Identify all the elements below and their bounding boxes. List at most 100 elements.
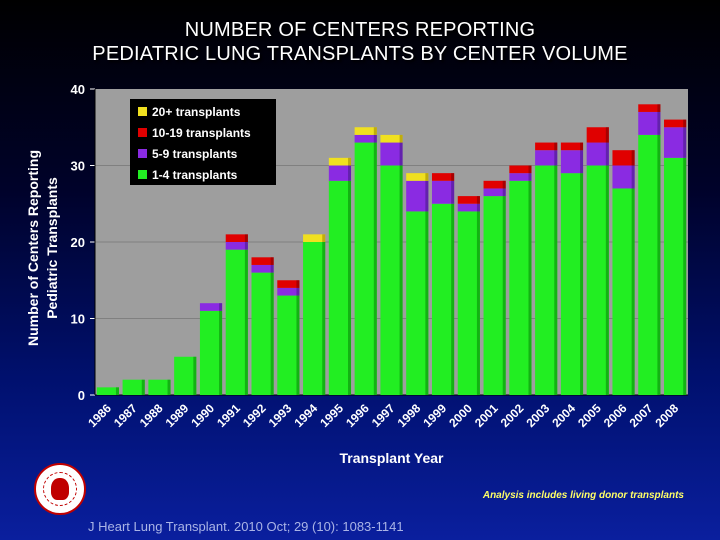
bar-shade (399, 142, 403, 166)
bar-1994-20-transplants (303, 234, 326, 242)
bar-shade (296, 295, 300, 395)
bar-shade (631, 188, 635, 395)
bar-shade (451, 173, 455, 181)
bar-1998-20-transplants (406, 173, 429, 181)
bar-2007-5-9-transplants (638, 111, 661, 135)
x-tick-label: 1995 (317, 401, 346, 430)
bar-1996-5-9-transplants (354, 134, 377, 143)
bar-shade (605, 127, 609, 143)
bar-2006-1-4-transplants (612, 188, 635, 395)
bar-shade (631, 150, 635, 166)
x-tick-label: 1999 (420, 401, 449, 430)
legend (130, 99, 276, 185)
bar-shade (244, 234, 248, 242)
bar-shade (657, 111, 661, 135)
x-tick-label: 1996 (343, 401, 372, 430)
x-tick-label: 2005 (575, 401, 604, 430)
bar-shade (476, 196, 480, 204)
x-tick-label: 1988 (137, 401, 166, 430)
x-tick-label: 1994 (291, 401, 320, 430)
bar-shade (322, 234, 326, 242)
bar-shade (580, 150, 584, 174)
bar-shade (683, 157, 687, 395)
bar-2000-10-19-transplants (457, 196, 480, 204)
bar-shade (580, 173, 584, 395)
x-tick-label: 1987 (111, 401, 140, 430)
bar-1992-5-9-transplants (251, 264, 274, 273)
bar-shade (657, 104, 661, 112)
bar-2008-10-19-transplants (664, 119, 687, 128)
bar-shade (683, 119, 687, 128)
bar-2000-5-9-transplants (457, 203, 480, 212)
bar-shade (476, 203, 480, 212)
bar-1993-10-19-transplants (277, 280, 300, 288)
bar-shade (244, 249, 248, 395)
bar-shade (502, 180, 506, 189)
bar-1999-1-4-transplants (431, 203, 455, 395)
bar-shade (270, 272, 274, 395)
x-tick-label: 1997 (369, 401, 398, 430)
bar-2004-5-9-transplants (560, 150, 584, 174)
bar-2008-1-4-transplants (664, 157, 687, 395)
bar-shade (373, 127, 377, 135)
y-tick-label: 20 (71, 235, 85, 250)
x-tick-label: 1986 (85, 401, 114, 430)
bar-2003-1-4-transplants (535, 165, 558, 395)
bar-1995-20-transplants (328, 157, 352, 166)
bar-2006-10-19-transplants (612, 150, 635, 166)
title-line-2: PEDIATRIC LUNG TRANSPLANTS BY CENTER VOL… (92, 43, 628, 65)
bar-shade (502, 196, 506, 395)
x-tick-label: 1998 (395, 401, 424, 430)
title-line-1: NUMBER OF CENTERS REPORTING (184, 19, 536, 41)
bar-shade (451, 203, 455, 395)
bar-shade (322, 242, 326, 395)
bar-shade (425, 180, 429, 212)
y-tick-label: 0 (78, 388, 85, 403)
bar-shade (373, 134, 377, 143)
bar-1996-1-4-transplants (354, 142, 377, 395)
bar-2001-1-4-transplants (483, 196, 506, 395)
legend-swatch-20-transplants (138, 107, 147, 116)
bar-1990-5-9-transplants (199, 303, 223, 311)
bar-2004-10-19-transplants (560, 142, 584, 151)
chart-title: NUMBER OF CENTERS REPORTING PEDIATRIC LU… (0, 18, 720, 66)
bar-2002-5-9-transplants (509, 173, 532, 181)
bar-shade (270, 264, 274, 273)
x-tick-label: 1991 (214, 401, 243, 430)
bar-1991-1-4-transplants (225, 249, 248, 395)
bar-shade (605, 165, 609, 395)
bar-shade (296, 280, 300, 288)
bar-2007-1-4-transplants (638, 134, 661, 395)
bar-2005-10-19-transplants (586, 127, 609, 143)
bar-shade (528, 180, 532, 395)
bar-1990-1-4-transplants (199, 310, 223, 395)
bar-shade (528, 173, 532, 181)
bar-2001-5-9-transplants (483, 188, 506, 197)
bar-1986-1-4-transplants (96, 387, 119, 395)
bar-shade (451, 180, 455, 204)
x-tick-label: 2002 (498, 401, 527, 430)
bar-2004-1-4-transplants (560, 173, 584, 395)
x-tick-label: 2007 (627, 401, 656, 430)
bar-shade (425, 173, 429, 181)
bar-1996-20-transplants (354, 127, 377, 135)
legend-label: 5-9 transplants (152, 147, 238, 161)
bar-1993-5-9-transplants (277, 287, 300, 296)
bar-shade (193, 356, 197, 395)
legend-swatch-10-19-transplants (138, 128, 147, 137)
bar-1995-1-4-transplants (328, 180, 352, 395)
bar-shade (348, 180, 352, 395)
bar-1987-1-4-transplants (122, 379, 145, 395)
bar-1999-5-9-transplants (431, 180, 455, 204)
y-tick-label: 30 (71, 159, 85, 174)
bar-shade (296, 287, 300, 296)
bar-shade (219, 303, 223, 311)
bar-2008-5-9-transplants (664, 127, 687, 158)
bar-shade (476, 211, 480, 395)
ishlt-logo-icon (34, 463, 86, 515)
bar-shade (580, 142, 584, 151)
bar-shade (554, 165, 558, 395)
legend-swatch-5-9-transplants (138, 149, 147, 158)
bar-1991-10-19-transplants (225, 234, 248, 242)
bar-1993-1-4-transplants (277, 295, 300, 395)
